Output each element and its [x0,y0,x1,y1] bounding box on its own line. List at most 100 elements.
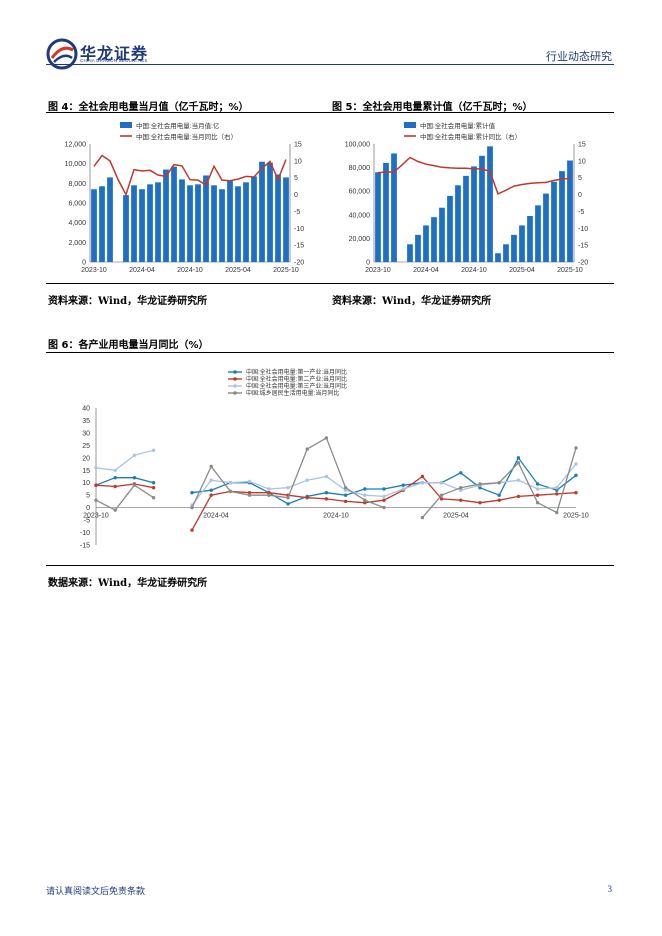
fig6-y-tick: 35 [82,418,90,425]
fig5-y-tick-right: -10 [578,226,588,233]
fig6-point [516,456,521,460]
fig6-point [324,491,329,495]
fig5-y-tick-left: 100,000 [345,142,370,149]
fig6-y-tick: 20 [82,455,90,462]
fig6-point [459,471,463,475]
fig6-point [535,501,540,505]
fig6-series-line [191,475,577,531]
fig6-point [555,488,559,492]
fig4-series-line [93,154,287,197]
fig6-point [247,491,252,495]
fig6-point [343,488,348,492]
fig6-point [516,494,521,499]
fig6-series-line [95,483,154,489]
fig6-point [574,473,578,477]
fig5-bar [559,171,565,262]
fig6-point [363,487,367,491]
fig5-bar [503,244,509,262]
fig6-legend-marker [233,377,237,381]
fig6-source: 数据来源：Wind，华龙证券研究所 [48,578,208,589]
fig6-point [113,476,117,480]
fig4-bar [227,180,233,262]
fig6-point [382,487,386,491]
fig4-bar [171,166,177,262]
company-logo [46,38,78,70]
fig4-bar [251,176,257,262]
fig4-y-tick-left: 10,000 [65,161,87,168]
fig6-point [516,478,521,482]
fig6-point [401,483,405,487]
fig6-y-tick: 30 [82,430,90,437]
fig5-x-tick: 2023-10 [365,267,391,274]
fig6-x-tick: 2025-10 [563,513,589,520]
disclaimer-note: 请认真阅读文后免责条款 [46,887,146,897]
fig6-x-tick: 2023-10 [83,513,109,520]
fig6-point [132,483,137,487]
fig4-source: 资料来源：Wind，华龙证券研究所 [48,296,208,307]
fig6-legend-label: 中国:全社会用电量:第二产业:当月同比 [246,375,347,383]
fig5-legend-label-bar: 中国:全社会用电量:累计值 [420,121,496,130]
fig5-x-tick: 2025-04 [509,267,535,274]
fig6-point [497,493,501,497]
fig6-point [459,488,463,492]
fig6-point [343,486,348,490]
fig5-legend-label-line: 中国:全社会用电量:累计同比（右） [420,132,521,141]
fig4-bar [91,189,97,262]
fig6-legend-label: 中国:全社会用电量:第一产业:当月同比 [246,368,347,376]
fig6-legend-label: 中国:城乡居民生活用电量:当月同比 [246,389,339,397]
fig5-bar [471,166,477,262]
fig6-point [151,448,156,452]
fig6-point [209,478,213,482]
fig4-bar [99,186,105,262]
fig4-legend-label-line: 中国:全社会用电量:当月同比（右） [136,132,237,141]
fig4-bar [275,174,281,262]
fig6-point [228,481,233,485]
fig6-point [363,498,367,502]
fig5-x-tick: 2024-04 [413,267,439,274]
fig5-y-tick-left: 60,000 [349,189,371,196]
fig6-point [113,484,117,489]
fig6-legend-marker [233,384,237,388]
fig5-bar [423,225,429,262]
fig6-point [516,461,521,465]
fig5-y-tick-right: -5 [578,209,584,216]
fig6-point [286,502,290,506]
fig5-bar [455,185,461,262]
fig5-bar [495,253,501,262]
fig5-y-tick-left: 20,000 [349,236,371,243]
fig5-legend-swatch-bar [404,122,416,128]
fig6-point [439,493,444,497]
fig4-top-rule [46,112,330,113]
fig4-bar [123,195,129,262]
fig4-y-tick-right: 15 [294,142,302,149]
fig6-point [535,487,540,491]
page-number: 3 [607,884,613,894]
fig4-bar [195,184,201,262]
fig5-title: 图 5：全社会用电量累计值（亿千瓦时；%） [332,102,533,113]
fig6-point [132,476,137,480]
fig4-bar [235,186,241,262]
fig6-point [497,498,501,502]
fig5-bar [431,217,437,262]
fig6-point [247,493,252,497]
fig6-legend-marker [233,370,237,374]
fig6-point [343,499,348,504]
fig6-top-rule [46,352,614,353]
fig6-point [113,468,117,472]
brand-name: 华龙证券 [80,44,149,63]
fig6-point [286,496,290,500]
fig6-point [439,481,444,485]
brand-name-en: CHINA DRAGON SECURITIES [80,58,148,63]
fig5-bar [447,195,453,262]
fig4-bar [243,182,249,262]
fig4-bar [283,177,289,262]
fig6-point [478,482,482,486]
fig5-source: 资料来源：Wind，华龙证券研究所 [332,296,492,307]
fig4-title: 图 4：全社会用电量当月值（亿千瓦时；%） [48,102,249,113]
fig5-y-tick-right: 5 [578,175,582,182]
fig6-y-tick: -15 [80,543,90,550]
fig6-point [267,493,271,497]
fig6-point [478,486,482,490]
fig5-y-tick-right: -20 [578,260,588,267]
fig6-point [324,497,329,501]
